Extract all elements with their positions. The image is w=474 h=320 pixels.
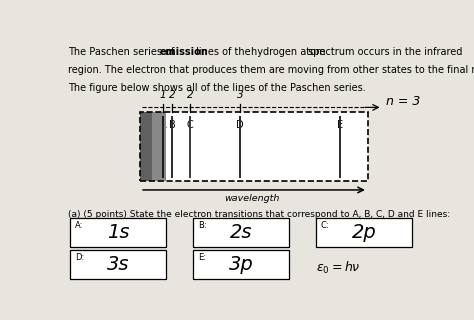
Bar bbox=[140, 112, 368, 181]
Text: (a) (5 points) State the electron transitions that correspond to A, B, C, D and : (a) (5 points) State the electron transi… bbox=[68, 210, 451, 219]
Bar bbox=[316, 218, 412, 247]
Text: n = 3: n = 3 bbox=[386, 95, 420, 108]
Text: 1s: 1s bbox=[107, 223, 129, 242]
Text: 2s: 2s bbox=[230, 223, 252, 242]
Text: hydrogen atom: hydrogen atom bbox=[251, 47, 325, 57]
Text: lines of the: lines of the bbox=[193, 47, 254, 57]
Text: spectrum occurs in the infrared: spectrum occurs in the infrared bbox=[305, 47, 462, 57]
Bar bbox=[70, 250, 166, 279]
Bar bbox=[193, 218, 289, 247]
Text: 2: 2 bbox=[187, 91, 193, 100]
Bar bbox=[140, 112, 166, 181]
Text: The Paschen series of: The Paschen series of bbox=[68, 47, 178, 57]
Text: emission: emission bbox=[160, 47, 209, 57]
Text: $\varepsilon_0 = h\nu$: $\varepsilon_0 = h\nu$ bbox=[316, 260, 361, 276]
Text: C: C bbox=[187, 120, 193, 130]
Text: A: A bbox=[160, 120, 166, 130]
Text: C:: C: bbox=[321, 221, 329, 230]
Text: B:: B: bbox=[198, 221, 206, 230]
Bar bbox=[152, 112, 166, 181]
Text: D:: D: bbox=[75, 253, 84, 262]
Text: B: B bbox=[169, 120, 175, 130]
Text: 2p: 2p bbox=[352, 223, 376, 242]
Text: region. The electron that produces them are moving from other states to the fina: region. The electron that produces them … bbox=[68, 65, 474, 75]
Text: The figure below shows all of the lines of the Paschen series.: The figure below shows all of the lines … bbox=[68, 83, 366, 92]
Text: 2: 2 bbox=[169, 91, 175, 100]
Text: E:: E: bbox=[198, 253, 206, 262]
Text: E: E bbox=[337, 120, 344, 130]
Text: 3s: 3s bbox=[107, 255, 129, 274]
Text: wavelength: wavelength bbox=[224, 194, 280, 203]
Bar bbox=[70, 218, 166, 247]
Bar bbox=[140, 112, 368, 181]
Text: D: D bbox=[237, 120, 244, 130]
Text: 3p: 3p bbox=[229, 255, 254, 274]
Text: A:: A: bbox=[75, 221, 83, 230]
Text: 1: 1 bbox=[160, 91, 166, 100]
Text: 3: 3 bbox=[237, 91, 244, 100]
Bar bbox=[193, 250, 289, 279]
